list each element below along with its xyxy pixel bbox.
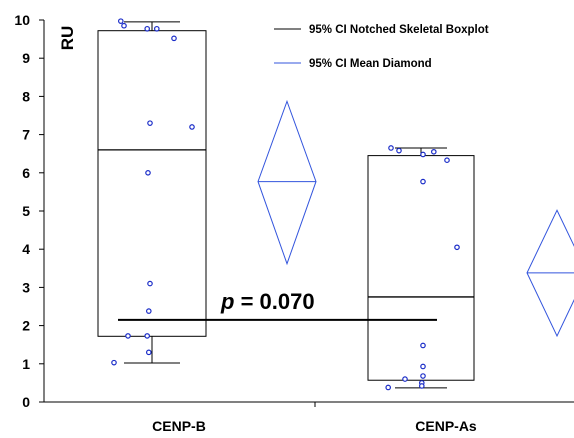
- y-tick-label: 10: [14, 12, 30, 28]
- data-point: [171, 35, 177, 42]
- data-point: [146, 349, 152, 356]
- series-2: [367, 145, 574, 391]
- data-point: [147, 120, 153, 126]
- axes: [43, 20, 574, 407]
- data-point: [125, 333, 131, 339]
- data-point: [111, 359, 117, 366]
- data-point: [118, 18, 124, 24]
- x-tick-labels: CENP-B CENP-As: [152, 418, 477, 434]
- data-point: [147, 280, 153, 287]
- y-tick-label: 7: [22, 127, 30, 143]
- data-point: [144, 333, 151, 339]
- y-tick-label: 9: [22, 50, 30, 66]
- data-point: [189, 124, 195, 130]
- y-tick-label: 2: [22, 318, 30, 334]
- mean-diamond: [257, 99, 317, 266]
- p-value-text: p = 0.070: [220, 289, 315, 314]
- data-point: [420, 342, 426, 349]
- data-point: [396, 147, 402, 154]
- series-1: [97, 18, 317, 366]
- data-point: [144, 25, 151, 32]
- box: [97, 30, 207, 337]
- legend: 95% CI Notched Skeletal Boxplot 95% CI Me…: [274, 24, 489, 70]
- legend-entry-label: 95% CI Mean Diamond: [309, 58, 432, 70]
- y-ticks: 0 1 2 3 4 5 6 7 8 9 10: [14, 12, 44, 410]
- y-tick-label: 4: [22, 241, 30, 257]
- x-tick-label: CENP-B: [152, 418, 206, 434]
- data-point: [402, 376, 408, 382]
- y-tick-label: 1: [22, 356, 30, 372]
- plot-area: [97, 18, 574, 391]
- y-tick-label: 3: [22, 279, 30, 295]
- x-tick-label: CENP-As: [415, 418, 477, 434]
- data-point: [420, 363, 426, 370]
- y-axis-label: RU: [58, 26, 77, 51]
- data-point: [154, 25, 160, 32]
- y-tick-label: 0: [22, 394, 30, 410]
- p-value-annotation: p = 0.070: [118, 289, 437, 321]
- data-point: [420, 178, 426, 185]
- data-point: [418, 383, 425, 389]
- data-point: [145, 170, 151, 176]
- y-tick-label: 6: [22, 165, 30, 181]
- data-point: [420, 151, 426, 158]
- data-point: [385, 384, 392, 391]
- data-point: [146, 308, 152, 314]
- data-point: [444, 157, 450, 163]
- mean-diamond: [526, 209, 574, 338]
- data-point: [121, 22, 127, 29]
- y-tick-label: 5: [22, 203, 30, 219]
- y-tick-label: 8: [22, 88, 30, 104]
- data-point: [420, 373, 426, 379]
- legend-entry-label: 95% CI Notched Skeletal Boxplot: [309, 24, 489, 36]
- data-point: [430, 148, 437, 155]
- data-point: [388, 145, 394, 151]
- data-point: [454, 244, 460, 251]
